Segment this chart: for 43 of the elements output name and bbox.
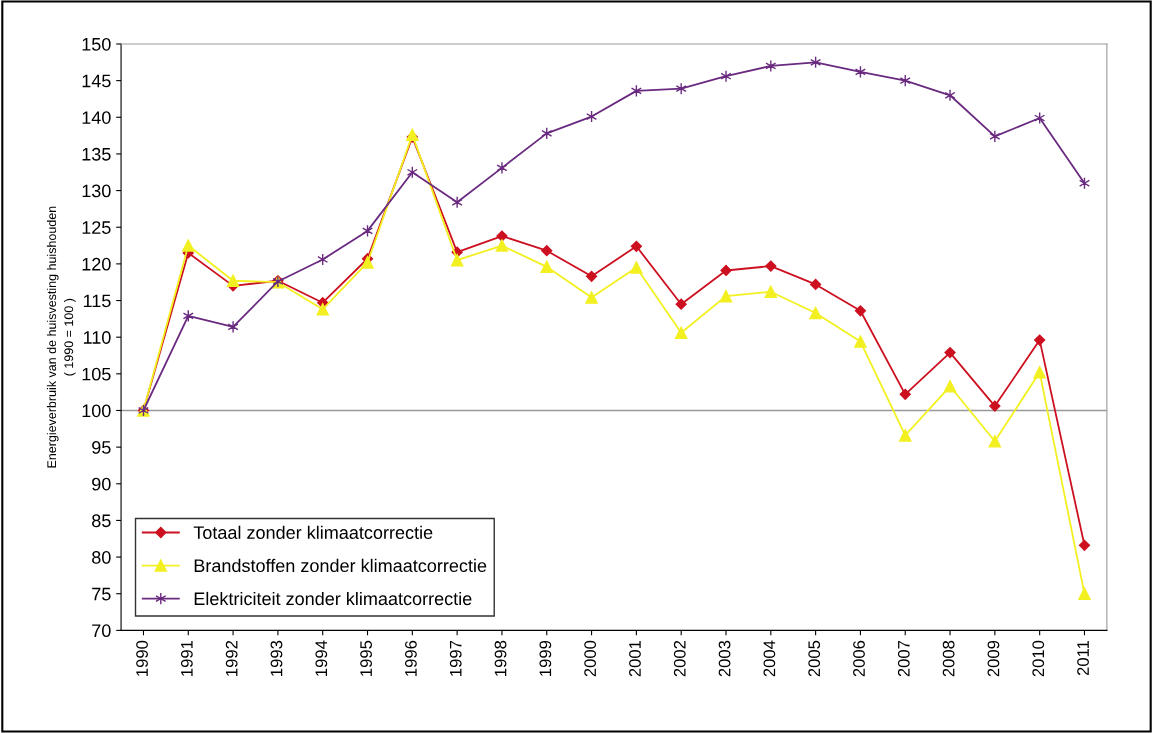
y-tick-label: 150 [82,37,111,51]
x-tick-label: 1994 [315,640,328,676]
y-tick-label: 75 [92,587,111,601]
y-tick-label: 135 [82,147,111,161]
x-tick-label: 1995 [360,640,372,676]
x-tick-label: 2010 [1032,640,1045,677]
x-tick-label: 1996 [405,640,417,676]
y-tick-label: 85 [92,514,111,528]
y-axis-title: Energieverbruik van de huisvesting huishouden ( 1990 = 100 ) [46,206,76,468]
x-tick-label: 2008 [942,640,955,677]
x-tick-label: 2009 [987,640,1000,677]
y-tick-label: 105 [82,367,111,381]
legend-label: Totaal zonder klimaatcorrectie [193,525,433,539]
x-tick-label: 2005 [808,640,821,677]
y-tick-label: 125 [82,221,111,234]
x-tick-label: 1991 [180,640,193,676]
y-tick-label: 70 [92,624,111,638]
y-tick-label: 120 [82,257,111,271]
legend-label: Elektriciteit zonder klimaatcorrectie [194,591,472,606]
y-tick-label: 145 [82,74,111,88]
legend-label: Brandstoffen zonder klimaatcorrectie [194,558,487,573]
x-tick-label: 2002 [673,640,686,677]
x-tick-label: 2001 [629,640,641,677]
x-tick-label: 2006 [853,640,865,677]
y-tick-label: 115 [83,294,111,308]
x-tick-label: 2011 [1077,640,1089,676]
x-tick-label: 2007 [897,640,910,677]
x-tick-label: 1999 [539,640,552,676]
x-tick-label: 1997 [449,640,462,676]
y-tick-label: 100 [82,404,111,418]
x-tick-label: 1998 [494,640,507,676]
y-tick-label: 130 [82,184,111,198]
x-tick-label: 1992 [225,640,238,676]
x-tick-label: 1990 [136,640,148,676]
x-tick-label: 2000 [584,640,597,677]
y-tick-label: 95 [92,441,111,454]
x-tick-label: 1993 [270,640,283,676]
x-tick-label: 2004 [763,640,776,677]
x-tick-label: 2003 [718,640,731,677]
y-tick-label: 140 [82,111,111,124]
y-tick-label: 80 [92,551,111,564]
y-tick-label: 90 [92,477,111,491]
y-tick-label: 110 [83,331,111,344]
